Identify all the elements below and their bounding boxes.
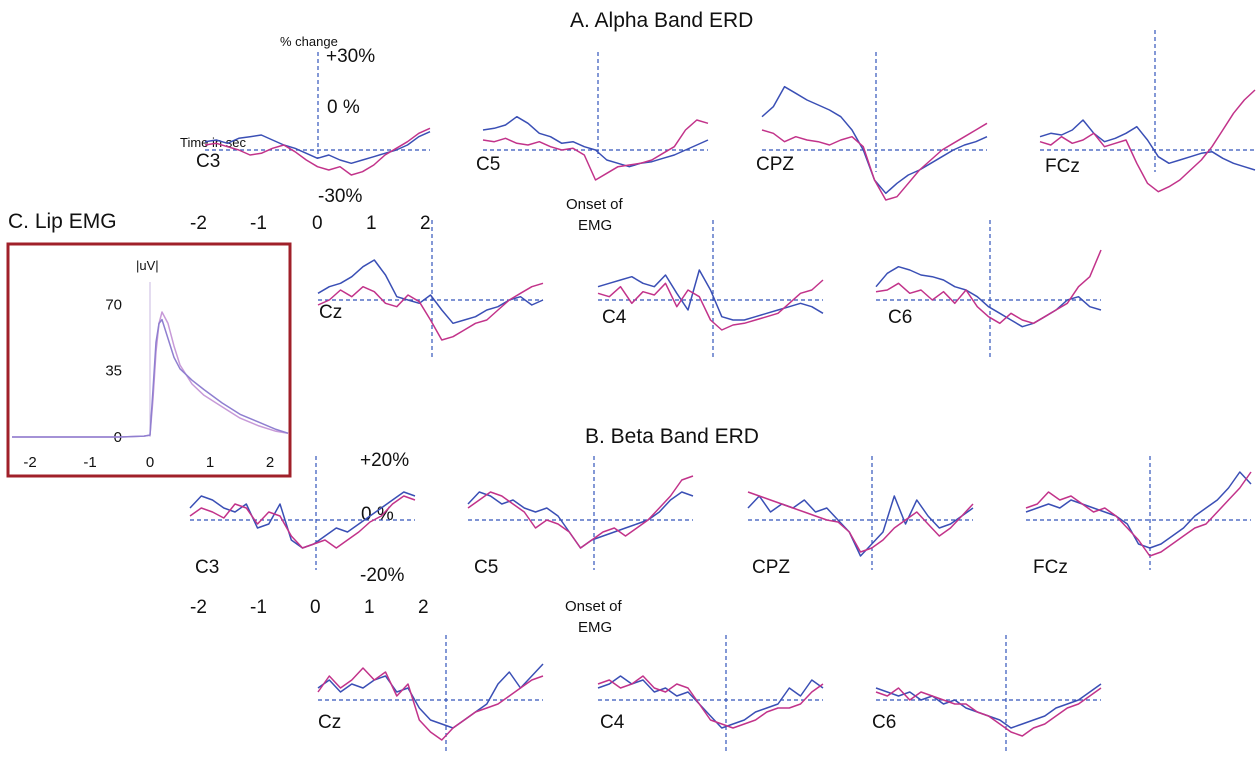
panel-c6-1: C6 bbox=[875, 220, 1102, 358]
panel-cz-3: Cz bbox=[317, 635, 544, 752]
panel-cpz-0: CPZ bbox=[756, 52, 988, 201]
trace-s2 bbox=[1039, 89, 1256, 193]
beta-zero-label: 0 % bbox=[361, 504, 394, 525]
panel-c5-2: C5 bbox=[467, 456, 694, 578]
panel-label: C3 bbox=[196, 151, 220, 172]
trace-s1 bbox=[317, 259, 544, 325]
trace-s1 bbox=[875, 683, 1102, 729]
panel-label: C5 bbox=[474, 557, 498, 578]
panel-label: CPZ bbox=[756, 154, 794, 175]
alpha-time-label: Time in sec bbox=[180, 135, 246, 150]
beta-band-title: B. Beta Band ERD bbox=[585, 425, 759, 448]
emg-y-tick-label: 35 bbox=[105, 363, 122, 380]
time-tick-label: 2 bbox=[418, 597, 429, 618]
panel-label: Cz bbox=[318, 712, 341, 733]
alpha-percent-change-label: % change bbox=[280, 34, 338, 49]
lip-emg-title: C. Lip EMG bbox=[8, 210, 117, 233]
trace-s2 bbox=[875, 249, 1102, 325]
trace-s1 bbox=[317, 663, 544, 729]
beta-onset-label-1: Onset of bbox=[565, 598, 623, 615]
trace-s1 bbox=[747, 495, 974, 557]
beta-time-ticks: -2 -1 0 1 2 bbox=[190, 597, 429, 618]
emg-x-tick-label: 0 bbox=[146, 454, 154, 471]
trace-s2 bbox=[204, 127, 431, 176]
panel-label: C4 bbox=[600, 712, 625, 733]
trace-s2 bbox=[761, 122, 988, 201]
panel-c4-3: C4 bbox=[597, 635, 824, 752]
emg-x-tick-label: -2 bbox=[23, 454, 36, 471]
trace-s2 bbox=[597, 279, 824, 331]
emg-y-tick-label: 70 bbox=[105, 296, 122, 313]
trace-s1 bbox=[761, 85, 988, 195]
alpha-zero-label: 0 % bbox=[327, 97, 360, 118]
emg-unit-label: |uV| bbox=[136, 258, 159, 273]
alpha-bottom-label: -30% bbox=[318, 186, 362, 207]
panel-cpz-2: CPZ bbox=[747, 456, 974, 578]
emg-x-tick-label: 1 bbox=[206, 454, 214, 471]
time-tick-label: 0 bbox=[312, 213, 323, 234]
trace-s1 bbox=[1025, 471, 1252, 549]
time-tick-label: 0 bbox=[310, 597, 321, 618]
trace-s2 bbox=[597, 675, 824, 729]
trace-s2 bbox=[747, 491, 974, 553]
panel-label: C5 bbox=[476, 154, 500, 175]
beta-bottom-label: -20% bbox=[360, 565, 404, 586]
trace-s1 bbox=[1039, 119, 1256, 171]
trace-s2 bbox=[317, 667, 544, 741]
trace-s2 bbox=[875, 687, 1102, 737]
trace-s2 bbox=[189, 495, 416, 549]
alpha-onset-label-1: Onset of bbox=[566, 196, 624, 213]
panel-label: C4 bbox=[602, 307, 627, 328]
panel-c6-3: C6 bbox=[872, 635, 1102, 752]
panel-fcz-2: FCz bbox=[1025, 456, 1252, 578]
time-tick-label: 2 bbox=[420, 213, 431, 234]
trace-s2 bbox=[1025, 471, 1252, 557]
panel-fcz-0: FCz bbox=[1039, 30, 1256, 193]
panel-label: Cz bbox=[319, 302, 342, 323]
panel-c5-0: C5 bbox=[476, 52, 709, 181]
panel-label: FCz bbox=[1045, 156, 1080, 177]
panel-label: CPZ bbox=[752, 557, 790, 578]
time-tick-label: -2 bbox=[190, 213, 207, 234]
panel-c3-0: C3 bbox=[196, 52, 431, 176]
panel-label: C6 bbox=[872, 712, 896, 733]
panel-label: C3 bbox=[195, 557, 219, 578]
time-tick-label: -1 bbox=[250, 597, 267, 618]
trace-s1 bbox=[597, 675, 824, 729]
erd-panels: C3 C5 CPZ FCz Cz C4 C6 C3 C5 CPZ FCz Cz C4 C6 bbox=[189, 30, 1256, 752]
emg-frame bbox=[6, 242, 292, 478]
trace-s1 bbox=[482, 115, 709, 168]
trace-s2 bbox=[317, 282, 544, 341]
trace-s1 bbox=[597, 269, 824, 321]
time-tick-label: -1 bbox=[250, 213, 267, 234]
lip-emg-inset: |uV| 70 35 0 -2 -1 0 1 2 bbox=[6, 242, 292, 478]
alpha-time-ticks: -2 -1 0 1 2 bbox=[190, 213, 431, 234]
panel-c3-2: C3 bbox=[189, 456, 416, 578]
trace-s2 bbox=[467, 475, 694, 549]
emg-traces bbox=[12, 282, 289, 438]
panel-cz-1: Cz bbox=[317, 220, 544, 358]
time-tick-label: 1 bbox=[364, 597, 375, 618]
emg-trace-2 bbox=[12, 318, 289, 438]
panel-label: C6 bbox=[888, 307, 912, 328]
alpha-top-label: +30% bbox=[326, 46, 375, 67]
emg-x-tick-label: 2 bbox=[266, 454, 274, 471]
panel-label: FCz bbox=[1033, 557, 1068, 578]
alpha-band-title: A. Alpha Band ERD bbox=[570, 9, 753, 32]
beta-onset-label-2: EMG bbox=[578, 619, 612, 636]
time-tick-label: 1 bbox=[366, 213, 377, 234]
trace-s1 bbox=[875, 265, 1102, 328]
emg-x-ticks: -2 -1 0 1 2 bbox=[23, 454, 274, 471]
alpha-onset-label-2: EMG bbox=[578, 217, 612, 234]
trace-s2 bbox=[482, 119, 709, 181]
time-tick-label: -2 bbox=[190, 597, 207, 618]
panel-c4-1: C4 bbox=[597, 220, 824, 358]
emg-x-tick-label: -1 bbox=[83, 454, 96, 471]
beta-top-label: +20% bbox=[360, 450, 409, 471]
